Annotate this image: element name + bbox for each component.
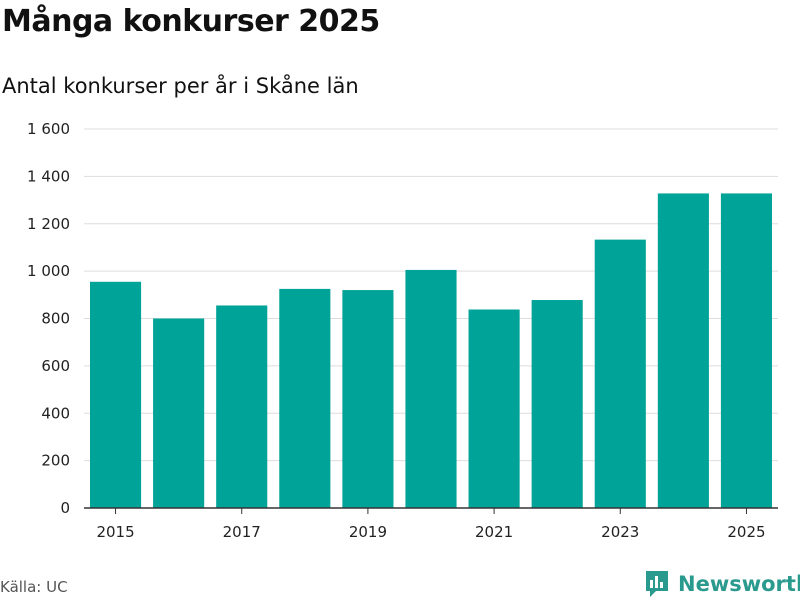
bar-2017 bbox=[216, 305, 268, 508]
source-note: Källa: UC bbox=[0, 578, 68, 596]
bar-2016 bbox=[153, 318, 205, 508]
x-tick-label: 2023 bbox=[601, 523, 639, 541]
x-tick-label: 2025 bbox=[727, 523, 765, 541]
bar-2019 bbox=[342, 290, 394, 508]
bar-2023 bbox=[594, 239, 646, 509]
chart-subtitle: Antal konkurser per år i Skåne län bbox=[2, 74, 359, 98]
bar-2025 bbox=[720, 193, 773, 508]
bar-chart: 0 200 400 600 800 1 000 1 200 1 400 1 600 2015 201… bbox=[27, 120, 778, 541]
y-tick-label: 1 600 bbox=[27, 120, 70, 138]
bar-2024 bbox=[657, 193, 709, 508]
y-tick-label: 1 200 bbox=[27, 215, 70, 233]
y-tick-label: 800 bbox=[41, 310, 70, 328]
y-tick-label: 0 bbox=[60, 499, 70, 517]
chart-title: Många konkurser 2025 bbox=[2, 4, 380, 39]
x-tick-label: 2017 bbox=[223, 523, 261, 541]
y-tick-label: 1 000 bbox=[27, 262, 70, 280]
bar-2018 bbox=[279, 288, 331, 508]
y-tick-label: 400 bbox=[41, 404, 70, 422]
x-tick-label: 2019 bbox=[349, 523, 387, 541]
x-tick-label: 2015 bbox=[96, 523, 134, 541]
x-tick-label: 2021 bbox=[475, 523, 513, 541]
bar-2015 bbox=[89, 281, 142, 508]
bar-2020 bbox=[405, 269, 457, 508]
y-tick-label: 200 bbox=[41, 452, 70, 470]
brand-logo: Newsworthy bbox=[644, 569, 800, 599]
brand-name: Newsworthy bbox=[678, 572, 800, 596]
bar-2021 bbox=[468, 309, 520, 508]
newsworthy-logo-icon bbox=[646, 571, 668, 597]
y-tick-label: 600 bbox=[41, 357, 70, 375]
bar-2022 bbox=[531, 300, 583, 508]
y-tick-label: 1 400 bbox=[27, 167, 70, 185]
